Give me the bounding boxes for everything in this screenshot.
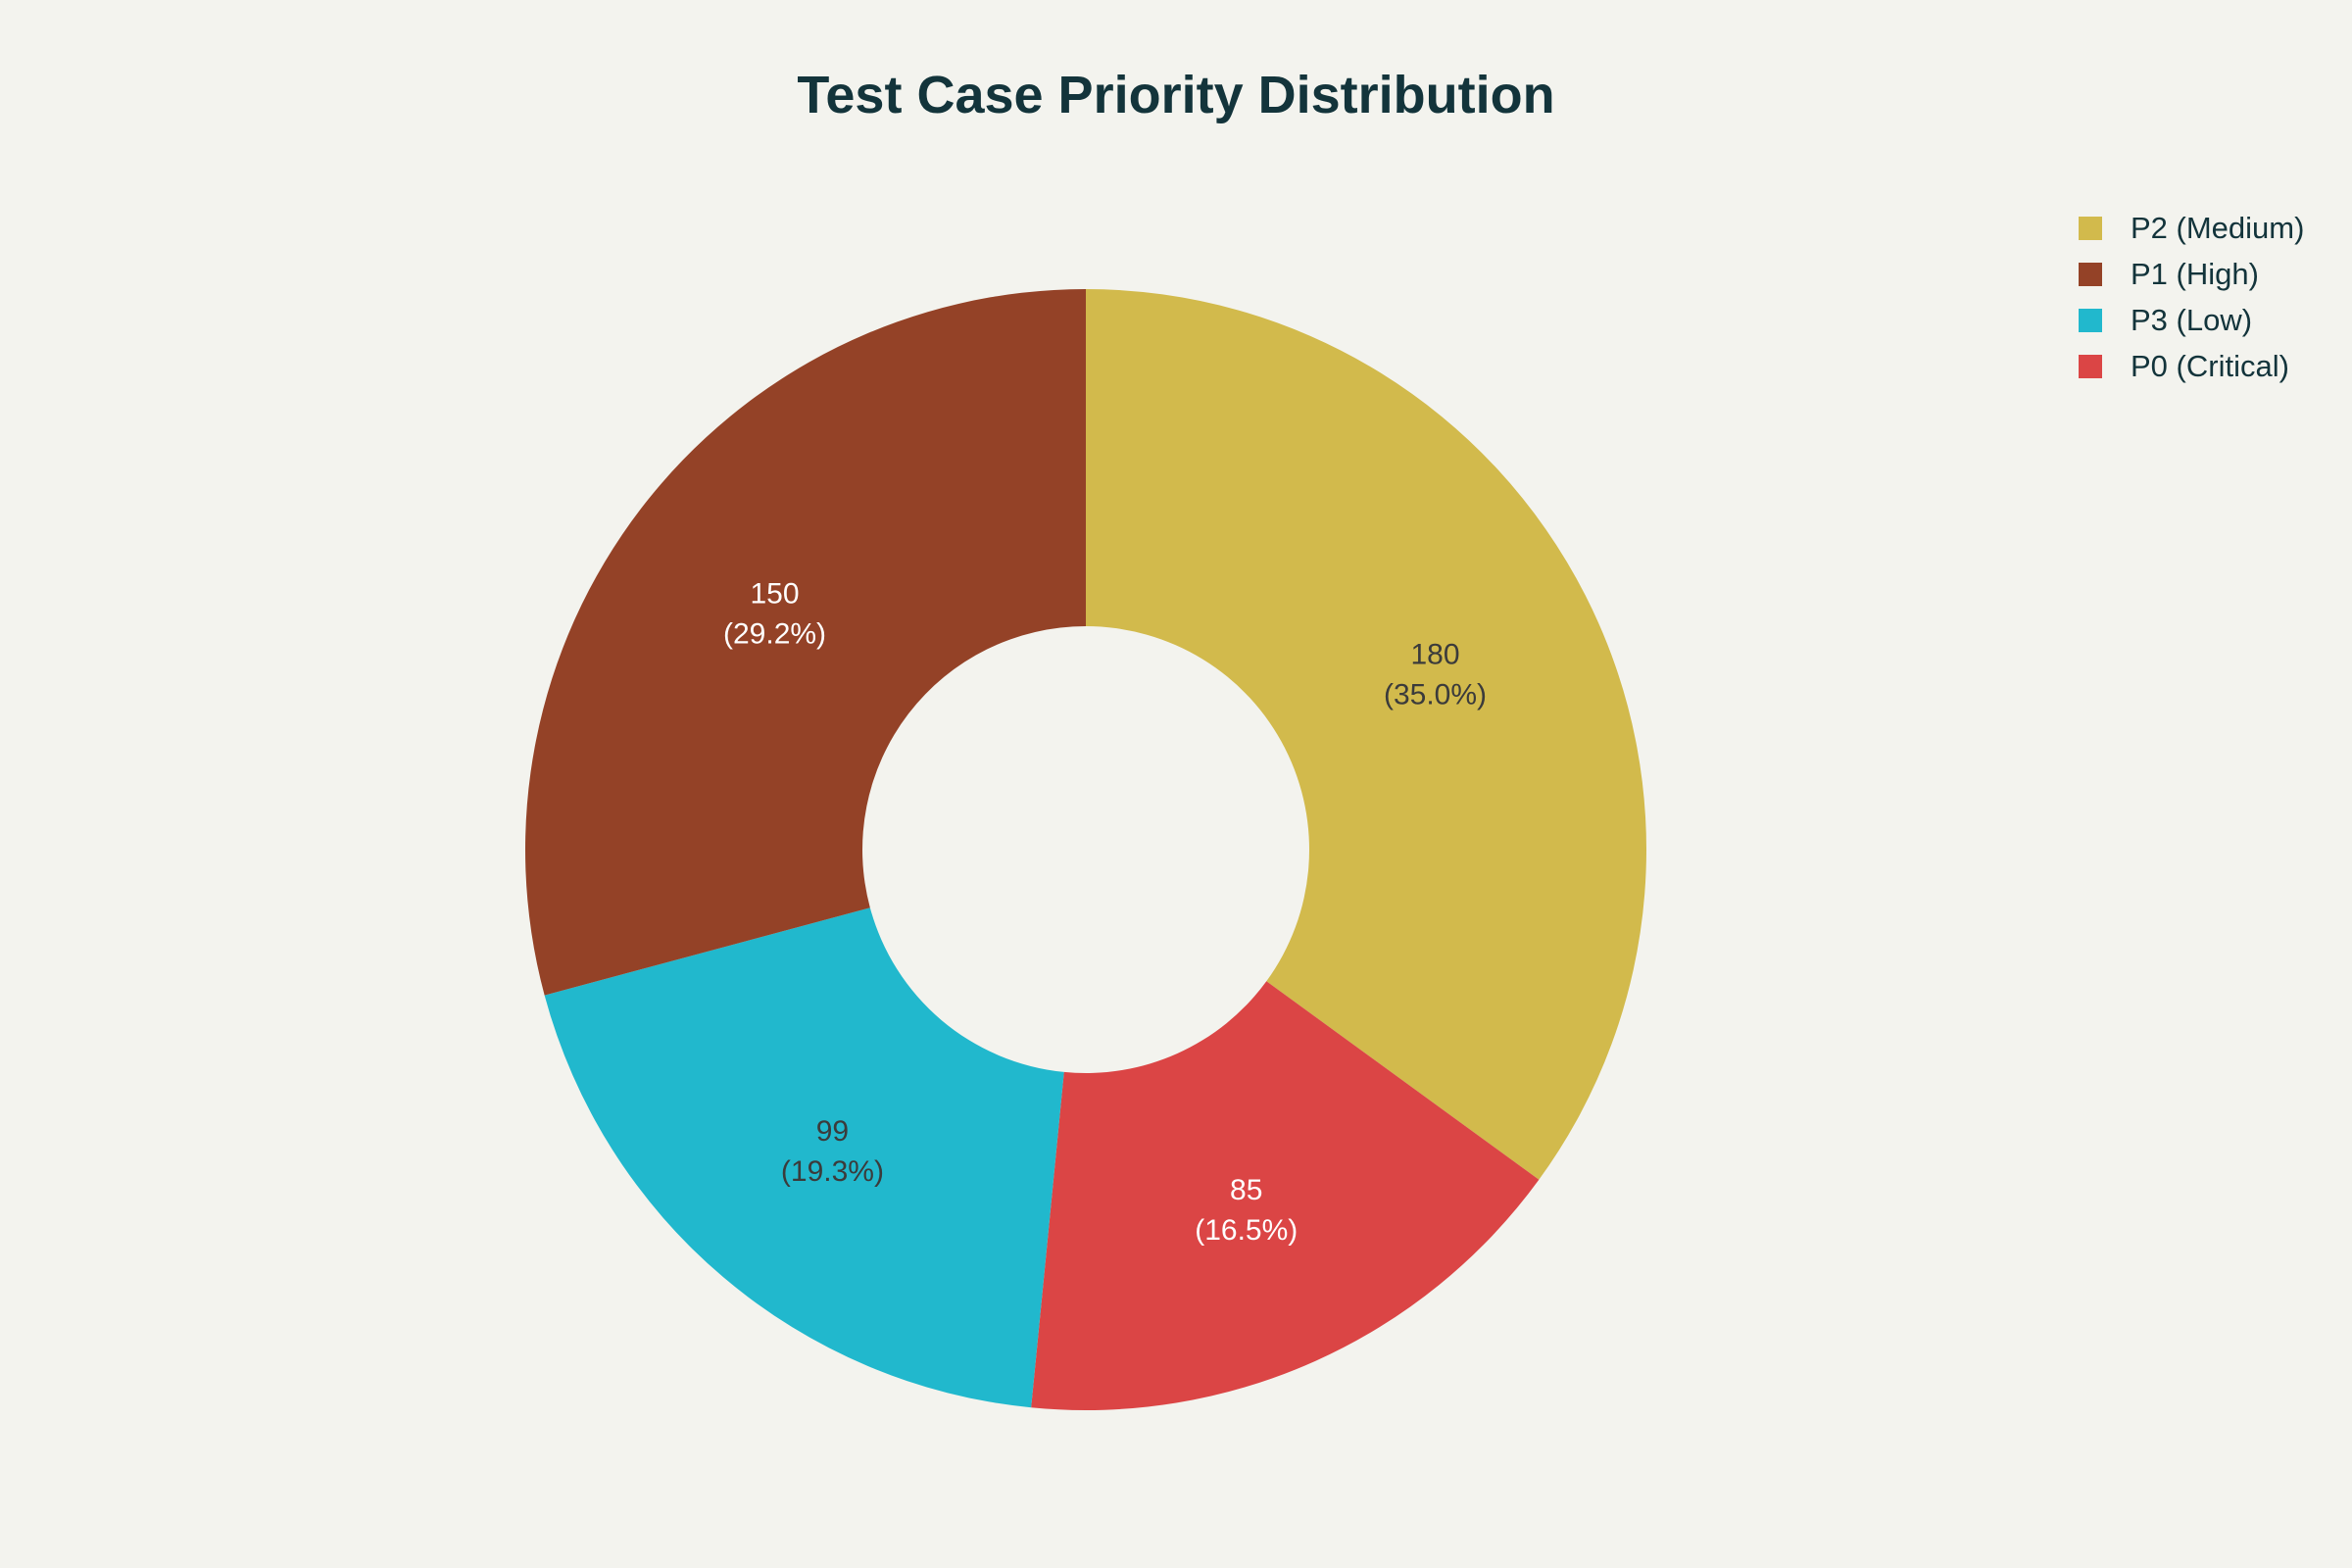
legend-swatch-p1-high[interactable] xyxy=(2079,263,2102,286)
slice-percent-label: (19.3%) xyxy=(781,1155,884,1188)
legend-label-p0-critical[interactable]: P0 (Critical) xyxy=(2131,349,2289,383)
slice-labels: 180 (35.0%) 85 (16.5%) 99 (19.3%) 150 (29.2%) xyxy=(723,578,1487,1247)
slice-value-label: 180 xyxy=(1410,639,1459,671)
slice-value-label: 150 xyxy=(751,578,800,611)
legend-label-p1-high[interactable]: P1 (High) xyxy=(2131,257,2259,291)
slice-p0-critical[interactable] xyxy=(1031,981,1540,1411)
legend: P2 (Medium) P1 (High) P3 (Low) P0 (Critical… xyxy=(2079,211,2304,383)
slice-value-label: 99 xyxy=(816,1115,849,1148)
slice-percent-label: (29.2%) xyxy=(723,618,826,651)
legend-label-p3-low[interactable]: P3 (Low) xyxy=(2131,303,2252,337)
slice-value-label: 85 xyxy=(1230,1174,1262,1206)
donut-slices xyxy=(525,289,1646,1411)
legend-swatch-p3-low[interactable] xyxy=(2079,309,2102,332)
legend-swatch-p2-medium[interactable] xyxy=(2079,217,2102,240)
slice-p1-high[interactable] xyxy=(525,289,1086,996)
slice-p3-low[interactable] xyxy=(544,907,1064,1408)
legend-swatch-p0-critical[interactable] xyxy=(2079,355,2102,378)
chart-title: Test Case Priority Distribution xyxy=(797,66,1554,124)
slice-percent-label: (16.5%) xyxy=(1195,1214,1298,1247)
slice-p2-medium[interactable] xyxy=(1086,289,1646,1180)
slice-percent-label: (35.0%) xyxy=(1384,679,1487,711)
legend-label-p2-medium[interactable]: P2 (Medium) xyxy=(2131,211,2304,245)
